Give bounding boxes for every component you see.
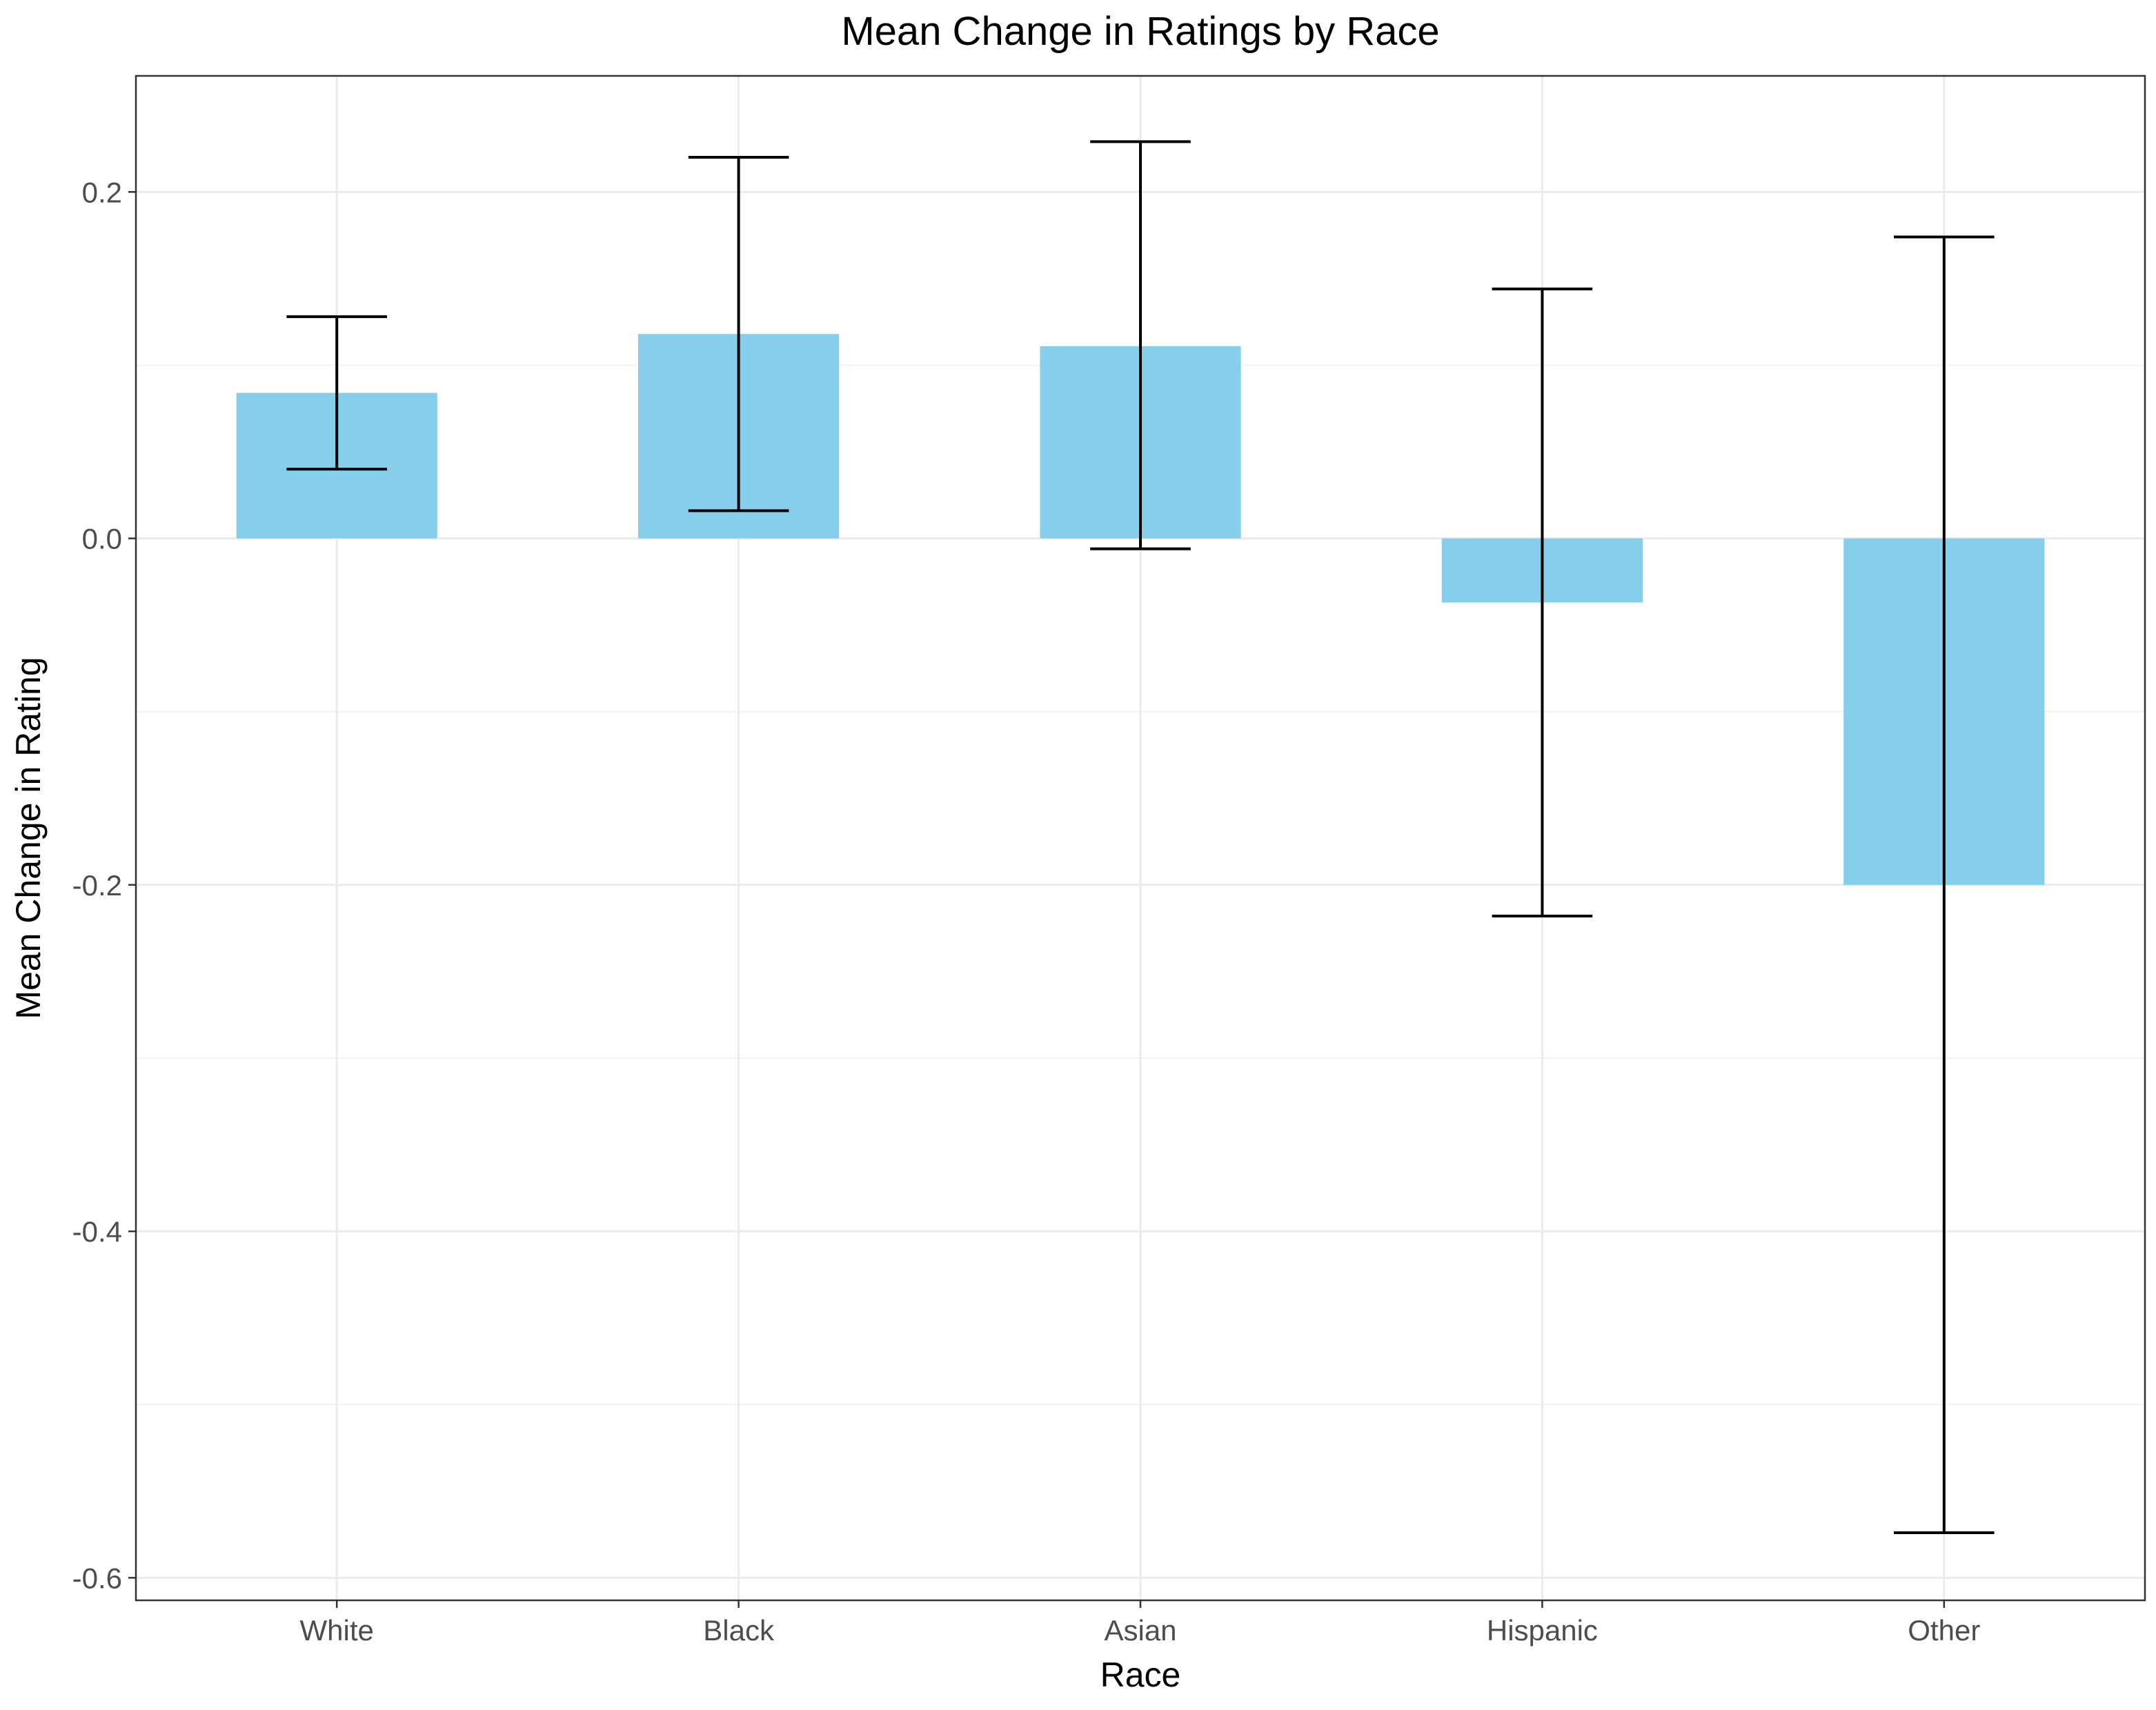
error-bar-asian — [1090, 140, 1191, 550]
y-tick-label: 0.0 — [82, 523, 122, 555]
x-axis-title: Race — [1100, 1656, 1181, 1694]
y-tick-label: 0.2 — [82, 176, 122, 208]
error-bar-hispanic — [1492, 287, 1593, 918]
error-bars — [286, 140, 1995, 1535]
error-bar-white — [286, 315, 387, 471]
x-tick-label: White — [300, 1614, 374, 1647]
x-tick-label: Other — [1908, 1614, 1980, 1647]
y-tick-label: -0.2 — [72, 869, 122, 902]
y-axis-title: Mean Change in Rating — [9, 657, 48, 1019]
x-tick-label: Black — [703, 1614, 775, 1647]
y-axis: -0.6 -0.4 -0.2 0.0 0.2 — [72, 176, 136, 1594]
x-tick-label: Hispanic — [1487, 1614, 1598, 1647]
error-bar-black — [688, 156, 789, 513]
chart-title: Mean Change in Ratings by Race — [841, 9, 1439, 54]
y-tick-label: -0.4 — [72, 1215, 122, 1248]
y-tick-label: -0.6 — [72, 1562, 122, 1594]
x-tick-label: Asian — [1104, 1614, 1176, 1647]
x-axis: White Black Asian Hispanic Other — [300, 1600, 1980, 1647]
error-bar-other — [1894, 235, 1995, 1535]
